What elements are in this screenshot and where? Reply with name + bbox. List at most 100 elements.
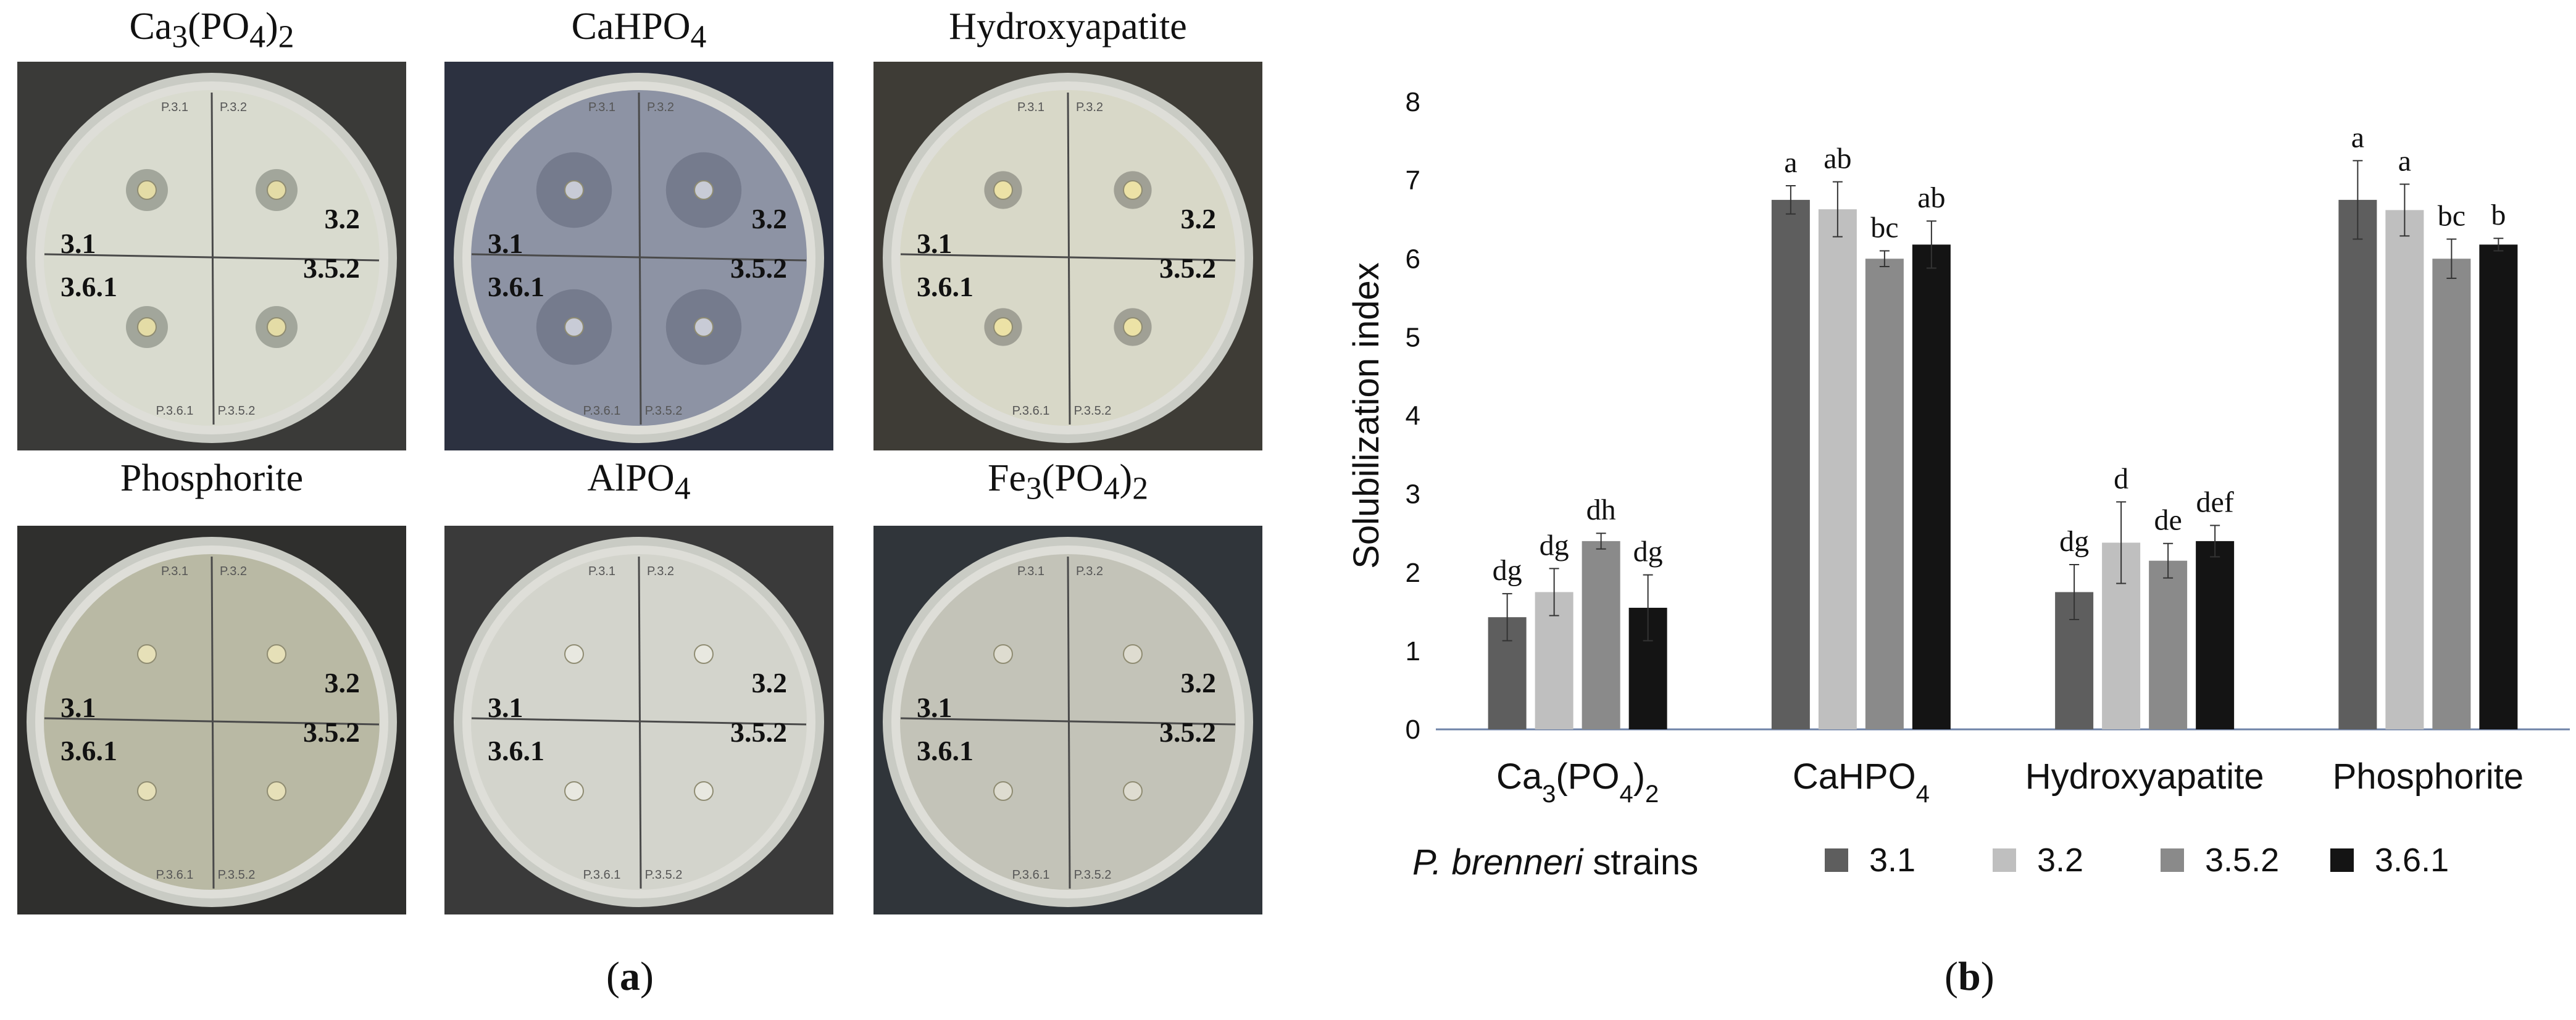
y-tick-label: 7: [1406, 165, 1420, 196]
strain-label: 3.6.1: [60, 271, 117, 302]
colony: [267, 180, 286, 200]
strain-label: 3.2: [752, 203, 788, 234]
significance-letter: dg: [1633, 536, 1663, 568]
colony: [993, 644, 1013, 664]
x-category-label: CaHPO4: [1793, 757, 1930, 808]
divider-line: [1067, 92, 1071, 425]
legend-title: P. brenneri strains: [1412, 842, 1698, 882]
colony: [1123, 180, 1143, 200]
colony: [993, 317, 1013, 337]
rim-marking: P.3.2: [220, 565, 247, 578]
significance-letter: ab: [1917, 181, 1945, 214]
rim-marking: P.3.6.1: [1012, 404, 1050, 418]
rim-marking: P.3.1: [161, 565, 188, 578]
strain-label: 3.5.2: [730, 252, 787, 284]
colony: [564, 317, 584, 337]
colony: [1123, 317, 1143, 337]
strain-label: 3.1: [488, 692, 523, 723]
y-tick-label: 3: [1406, 479, 1420, 510]
rim-marking: P.3.5.2: [645, 404, 683, 418]
rim-marking: P.3.5.2: [218, 404, 256, 418]
significance-letter: dg: [1540, 529, 1569, 562]
significance-letter: def: [2196, 486, 2233, 518]
significance-letter: a: [2351, 121, 2364, 154]
strain-label: 3.2: [1181, 203, 1217, 234]
rim-marking: P.3.1: [588, 565, 615, 578]
rim-marking: P.3.2: [1076, 101, 1103, 114]
bar-3-6-1: [1912, 244, 1951, 729]
rim-marking: P.3.5.2: [645, 868, 683, 882]
colony: [993, 180, 1013, 200]
divider-line: [210, 92, 215, 425]
legend-swatch-3-2: [1993, 848, 2016, 872]
rim-marking: P.3.1: [588, 101, 615, 114]
rim-marking: P.3.2: [1076, 565, 1103, 578]
bar-3-1: [2338, 199, 2377, 729]
bar-3-2: [1818, 209, 1857, 729]
plate-photo-fe3-po4-2: 3.1 3.2 3.6.1 3.5.2 P.3.1 P.3.2 P.3.6.1 P.3.5.2: [873, 526, 1262, 914]
x-category-label: Hydroxyapatite: [2025, 757, 2264, 797]
plate-title-phosphorite: Phosphorite: [120, 457, 304, 499]
strain-label: 3.5.2: [303, 252, 360, 284]
colony: [267, 781, 286, 801]
colony: [564, 781, 584, 801]
rim-marking: P.3.6.1: [156, 868, 194, 882]
strain-label: 3.6.1: [60, 735, 117, 766]
y-tick-label: 8: [1406, 87, 1420, 117]
plate-photo-phosphorite: 3.1 3.2 3.6.1 3.5.2 P.3.1 P.3.2 P.3.6.1 P.3.5.2: [17, 526, 406, 914]
y-axis-label: Solubilization index: [1346, 262, 1386, 569]
rim-marking: P.3.5.2: [1074, 868, 1112, 882]
significance-letter: d: [2114, 462, 2128, 495]
legend-swatch-3-6-1: [2330, 848, 2354, 872]
significance-letter: dh: [1586, 494, 1616, 526]
y-tick-label: 5: [1406, 322, 1420, 352]
rim-marking: P.3.5.2: [1074, 404, 1112, 418]
bar-3-5-2: [2149, 560, 2188, 729]
significance-letter: dg: [1493, 554, 1522, 587]
rim-marking: P.3.1: [1017, 565, 1044, 578]
y-tick-label: 1: [1406, 636, 1420, 666]
bar-3-5-2: [1865, 259, 1904, 729]
colony: [694, 317, 714, 337]
significance-letter: ab: [1824, 143, 1851, 175]
plate-photo-alpo4: 3.1 3.2 3.6.1 3.5.2 P.3.1 P.3.2 P.3.6.1 P.3.5.2: [444, 526, 833, 914]
rim-marking: P.3.6.1: [156, 404, 194, 418]
rim-marking: P.3.6.1: [1012, 868, 1050, 882]
caption-a: (a): [606, 954, 654, 999]
plate-title-cahpo4: CaHPO4: [571, 6, 707, 55]
bar-3-5-2: [2432, 259, 2471, 729]
strain-label: 3.5.2: [1159, 716, 1216, 748]
rim-marking: P.3.1: [161, 101, 188, 114]
plate-title-fe3-po4-2: Fe3(PO4)2: [987, 457, 1149, 507]
colony: [137, 180, 157, 200]
colony: [267, 317, 286, 337]
significance-letter: a: [2398, 144, 2411, 177]
strain-label: 3.5.2: [730, 716, 787, 748]
divider-line: [471, 253, 807, 262]
colony: [694, 644, 714, 664]
x-category-label: Ca3(PO4)2: [1496, 757, 1659, 808]
divider-line: [1067, 556, 1071, 889]
colony: [694, 180, 714, 200]
bar-3-1: [1771, 199, 1810, 729]
plate-title-ca3-po4-2: Ca3(PO4)2: [129, 6, 294, 55]
strain-label: 3.1: [917, 692, 952, 723]
strain-label: 3.1: [917, 228, 952, 259]
strain-label: 3.2: [1181, 667, 1217, 699]
significance-letter: b: [2491, 199, 2506, 231]
legend-label: 3.2: [2037, 842, 2083, 879]
rim-marking: P.3.2: [647, 101, 674, 114]
divider-line: [44, 717, 380, 726]
rim-marking: P.3.2: [647, 565, 674, 578]
legend-swatch-3-5-2: [2161, 848, 2184, 872]
strain-label: 3.6.1: [917, 271, 973, 302]
bar-3-5-2: [1582, 541, 1620, 729]
colony: [1123, 644, 1143, 664]
significance-letter: bc: [1870, 212, 1898, 244]
rim-marking: P.3.6.1: [583, 868, 621, 882]
strain-label: 3.2: [325, 203, 361, 234]
bar-3-2: [2385, 210, 2424, 729]
colony: [1123, 781, 1143, 801]
divider-line: [638, 556, 642, 889]
strain-label: 3.2: [325, 667, 361, 699]
